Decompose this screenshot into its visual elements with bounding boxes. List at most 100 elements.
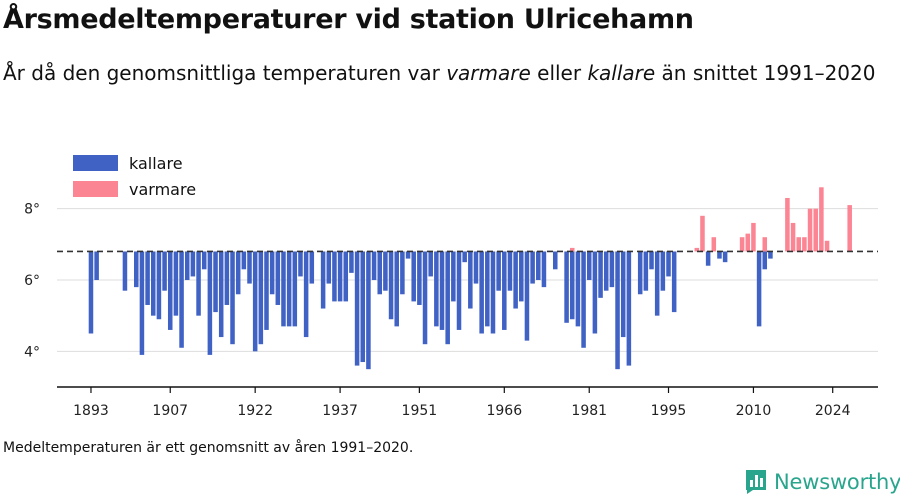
bar-kallare-1984 [603,251,609,291]
bar-kallare-1977 [564,251,569,323]
bar-kallare-1981 [586,251,592,280]
bar-kallare-1980 [581,251,586,348]
bar-kallare-1948 [400,251,405,295]
bar-kallare-1985 [609,251,615,288]
bar-varmare-2010 [751,222,756,252]
chart-title: Årsmedeltemperaturer vid station Ulriceh… [3,4,694,35]
x-tick-label: 1995 [651,403,687,419]
bar-varmare-2021 [813,208,818,252]
bar-kallare-1930 [298,251,303,277]
bar-kallare-1904 [150,251,156,316]
y-tick-label: 4° [24,344,40,360]
bar-kallare-2005 [722,251,728,263]
x-tick-label: 1922 [237,403,273,419]
x-tick-label: 1907 [152,403,188,419]
bar-kallare-1963 [485,251,490,327]
bar-kallare-1907 [167,251,173,330]
legend-label-varmare: varmare [129,180,196,199]
bar-kallare-1988 [626,251,632,366]
bar-kallare-1952 [422,251,428,345]
bar-kallare-1919 [235,251,241,295]
bar-kallare-1960 [468,251,473,309]
bar-kallare-1935 [326,251,332,284]
bar-kallare-1924 [264,251,269,330]
bar-kallare-1916 [218,251,224,338]
bar-kallare-1975 [552,251,558,270]
bar-kallare-1957 [451,251,456,302]
bar-kallare-1986 [615,251,620,370]
bar-kallare-1893 [88,251,94,334]
bar-kallare-1951 [417,251,422,305]
bar-kallare-1934 [320,251,326,309]
bar-kallare-1912 [196,251,201,316]
bar-kallare-1949 [405,251,411,259]
bar-kallare-1901 [134,251,139,288]
bar-kallare-1938 [343,251,349,302]
bar-kallare-1911 [190,251,196,277]
bar-kallare-1894 [94,251,99,280]
bar-kallare-1996 [671,251,677,313]
legend-swatch-varmare [73,181,118,197]
bar-kallare-1927 [281,251,286,327]
bar-chart-logo-icon [746,470,766,494]
x-tick-label: 1951 [402,403,438,419]
bar-kallare-2011 [756,251,762,327]
subtitle-part-2: eller [530,61,588,85]
bar-kallare-2002 [705,251,711,266]
bar-kallare-1923 [258,251,264,345]
bar-kallare-1899 [122,251,128,291]
bar-kallare-1917 [224,251,230,305]
bar-kallare-1990 [637,251,643,295]
bar-kallare-1914 [207,251,213,355]
bar-kallare-1947 [394,251,399,327]
bar-kallare-1915 [213,251,218,313]
subtitle-part-3: än snittet 1991–2020 [655,61,876,85]
bar-varmare-2017 [790,222,796,252]
bar-kallare-1968 [513,251,518,309]
bar-kallare-1921 [247,251,252,284]
bar-kallare-1962 [479,251,484,334]
legend-label-kallare: kallare [129,154,183,173]
bar-kallare-1902 [139,251,145,355]
bar-kallare-1959 [462,251,467,263]
bar-kallare-1953 [428,251,433,277]
bar-kallare-1946 [388,251,394,320]
bar-kallare-1992 [649,251,654,270]
x-tick-label: 1893 [73,403,109,419]
bar-kallare-1909 [179,251,184,348]
brand-name: Newsworthy [774,470,900,494]
bar-kallare-1931 [303,251,309,338]
bar-kallare-1910 [184,251,190,280]
x-tick-label: 2010 [736,403,772,419]
bar-kallare-2004 [717,251,722,259]
bar-kallare-1978 [569,251,575,320]
bar-kallare-1903 [145,251,150,305]
bar-varmare-2018 [796,237,801,252]
bar-kallare-1906 [162,251,167,291]
bar-kallare-1908 [173,251,179,316]
bar-kallare-2013 [768,251,773,259]
bar-kallare-1966 [502,251,507,330]
bar-kallare-1994 [660,251,666,291]
bar-kallare-1961 [473,251,479,284]
bar-kallare-1955 [439,251,445,330]
chart-subtitle: År då den genomsnittliga temperaturen va… [3,57,883,89]
bar-kallare-1958 [456,251,462,330]
bar-varmare-2023 [824,240,830,252]
bar-kallare-1942 [366,251,371,370]
brand-logo[interactable]: Newsworthy [744,468,900,496]
bar-kallare-1983 [598,251,603,298]
bar-kallare-1918 [230,251,235,345]
bar-kallare-1995 [666,251,671,277]
bar-kallare-1945 [383,251,388,291]
bar-varmare-2003 [711,237,717,252]
subtitle-colder-word: kallare [587,61,656,85]
bar-varmare-1978 [569,247,575,252]
bar-varmare-2019 [802,237,807,252]
bar-kallare-1932 [309,251,315,284]
bar-kallare-1967 [507,251,513,291]
bar-varmare-2027 [847,205,852,252]
bar-varmare-2020 [807,208,813,252]
x-tick-label: 1966 [486,403,522,419]
bar-kallare-1972 [536,251,541,280]
